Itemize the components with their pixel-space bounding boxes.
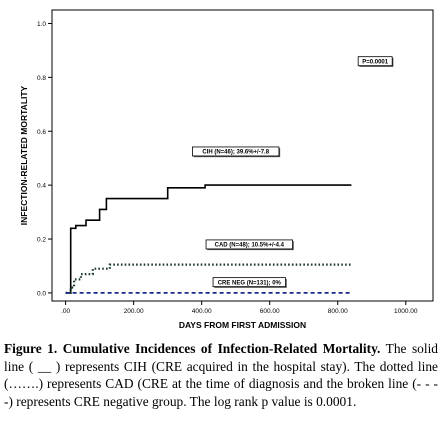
annotation-label: CRE NEG (N=131); 0% [218, 280, 282, 286]
y-tick-label: 1.0 [37, 21, 46, 28]
x-tick-label: 200.00 [124, 308, 144, 315]
annotation-label: P=0.0001 [362, 59, 389, 65]
caption-body: The solid line ( __ ) represents CIH (CR… [4, 341, 438, 409]
annotation-label: CIH (N=46); 39.6%+/-7.8 [202, 150, 269, 156]
y-tick-label: 0.4 [37, 183, 46, 190]
series-line-dotted [65, 263, 352, 294]
annotation-label: CAD (N=48); 10.5%+/-4.4 [215, 243, 285, 249]
figure-caption: Figure 1. Cumulative Incidences of Infec… [4, 340, 438, 410]
series-line-solid [65, 184, 352, 294]
y-tick-label: 0.8 [37, 75, 46, 82]
y-axis-label: INFECTION-RELATED MORTALITY [19, 85, 29, 225]
x-tick-label: 400.00 [192, 308, 212, 315]
annotation-box [357, 56, 393, 67]
y-tick-label: 0.6 [37, 129, 46, 136]
x-tick-label: 600.00 [260, 308, 280, 315]
annotation-box [192, 146, 280, 157]
annotation-box [205, 239, 293, 250]
km-chart: 0.0 0.2 0.4 0.6 0.8 1.0 .00 200.00 400.00 600.00 8… [19, 9, 434, 330]
x-tick-label: 1000.00 [394, 308, 418, 315]
caption-title: Figure 1. Cumulative Incidences of Infec… [4, 341, 381, 356]
x-tick-label: 800.00 [328, 308, 348, 315]
y-tick-label: 0.0 [37, 290, 46, 297]
x-tick-label: .00 [61, 308, 70, 315]
x-axis-label: DAYS FROM FIRST ADMISSION [179, 320, 306, 330]
y-tick-label: 0.2 [37, 237, 46, 244]
annotation-box [212, 277, 286, 288]
